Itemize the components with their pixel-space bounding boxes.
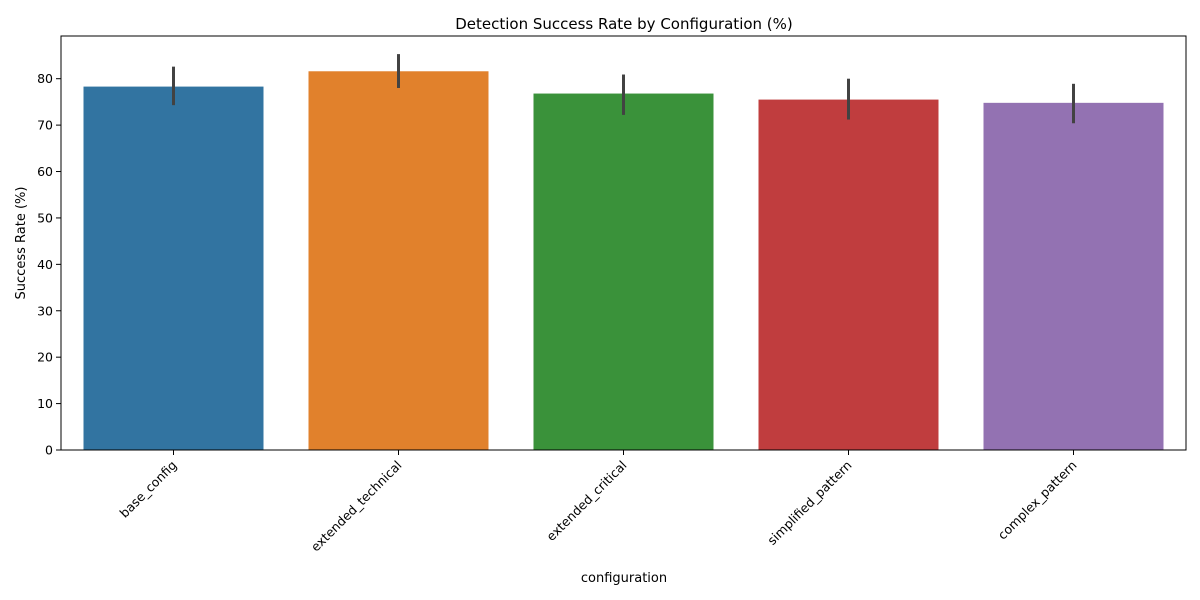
x-tick-label: extended_critical [543, 458, 629, 544]
y-tick-label: 10 [37, 396, 53, 411]
y-tick-label: 70 [37, 118, 53, 133]
bar-complex_pattern [983, 102, 1164, 451]
error-bars [172, 54, 1075, 124]
bar-extended_technical [308, 71, 489, 450]
y-tick-label: 80 [37, 71, 53, 86]
y-tick-label: 20 [37, 350, 53, 365]
y-ticks: 0 10 20 30 40 50 60 70 80 [37, 71, 61, 458]
bars [83, 71, 1164, 451]
x-tick-label: simplified_pattern [764, 458, 854, 548]
y-tick-label: 50 [37, 210, 53, 225]
chart-title: Detection Success Rate by Configuration … [455, 15, 793, 33]
x-tick-label: complex_pattern [995, 458, 1080, 543]
y-tick-label: 40 [37, 257, 53, 272]
y-tick-label: 0 [45, 443, 53, 458]
y-axis-label: Success Rate (%) [14, 187, 29, 300]
bar-extended_critical [533, 93, 714, 450]
y-tick-label: 60 [37, 164, 53, 179]
x-axis-label: configuration [581, 571, 667, 586]
bar-base_config [83, 86, 264, 450]
x-tick-label: base_config [116, 458, 179, 521]
x-tick-label: extended_technical [308, 458, 405, 555]
bar-simplified_pattern [758, 99, 939, 450]
x-ticks: base_config extended_technical extended_cr… [116, 450, 1080, 555]
y-tick-label: 30 [37, 303, 53, 318]
